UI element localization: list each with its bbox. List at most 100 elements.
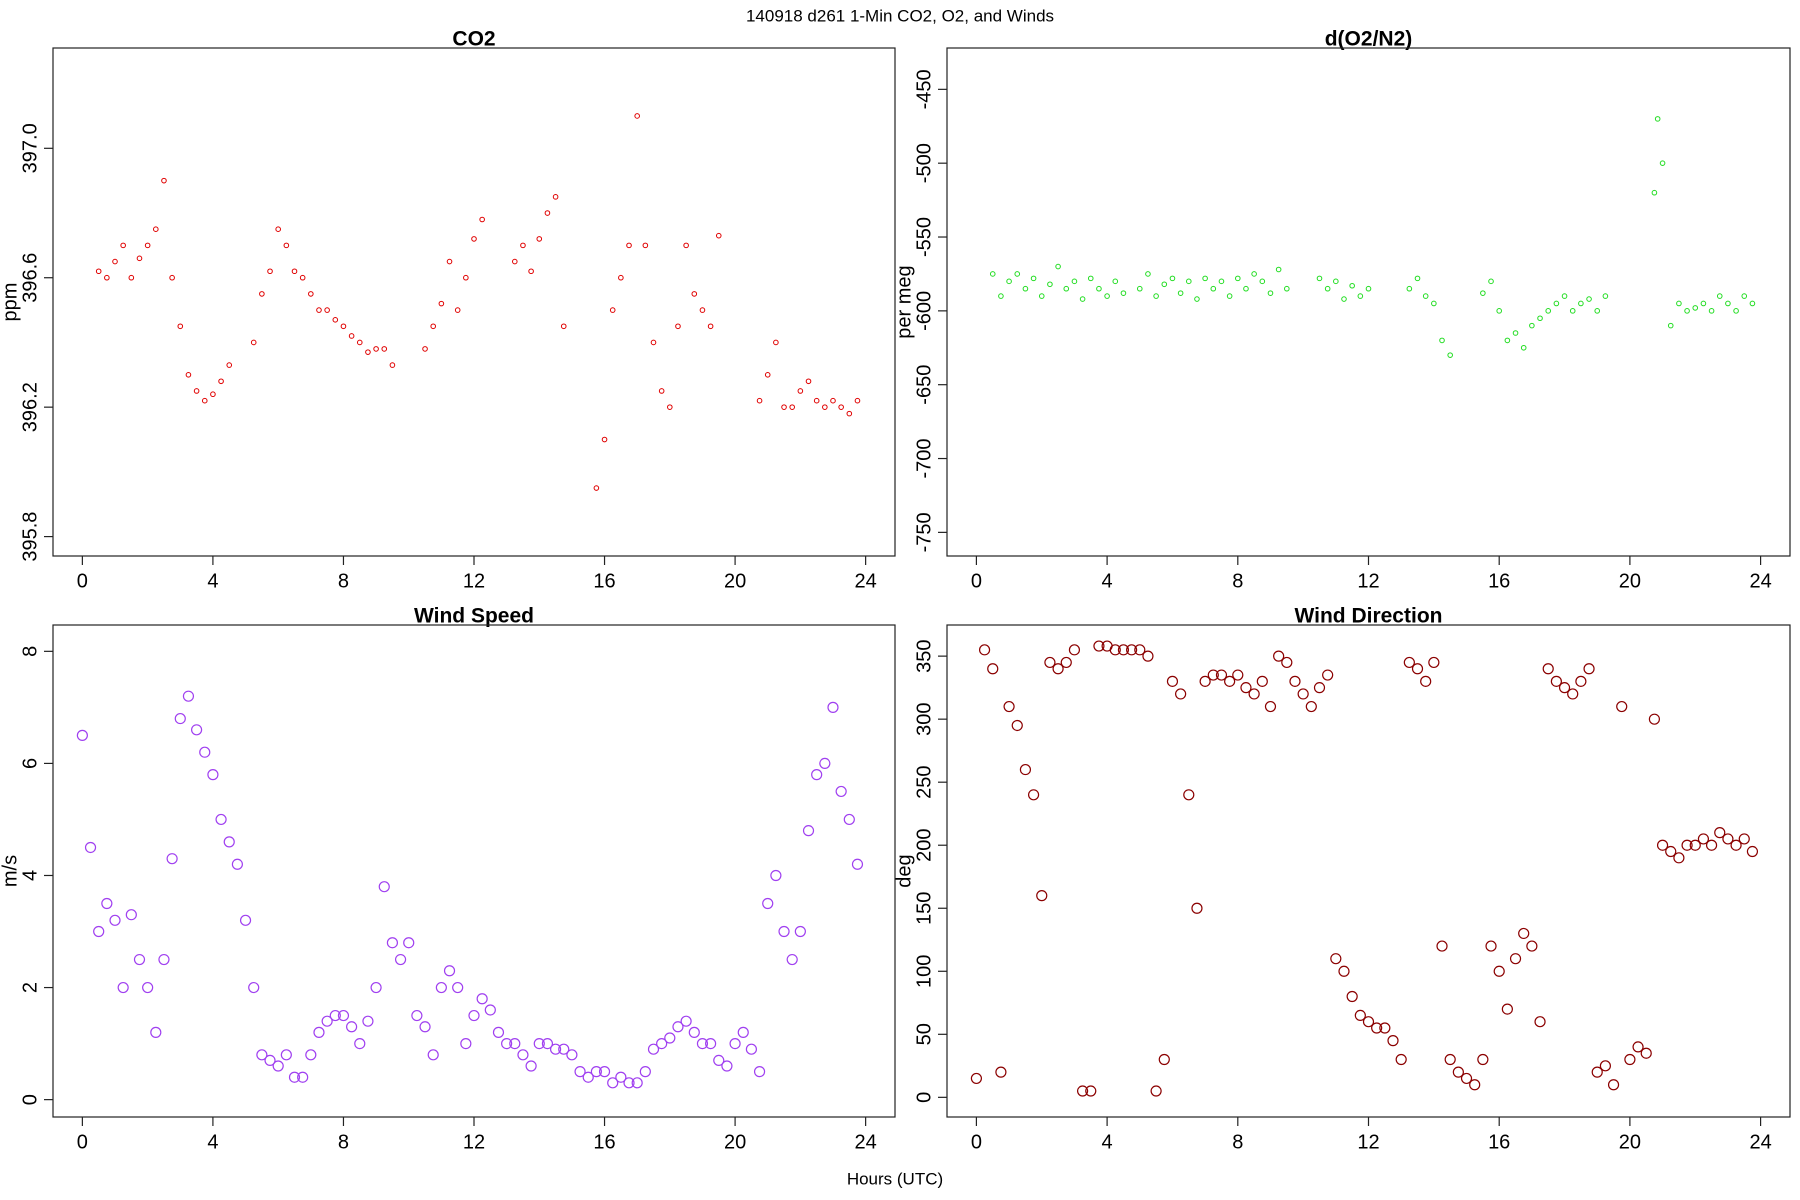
point <box>1063 285 1070 292</box>
point <box>1281 656 1293 669</box>
point <box>1665 845 1677 858</box>
panel-title: CO2 <box>452 28 495 51</box>
point <box>978 644 991 656</box>
point <box>169 274 175 281</box>
point <box>1493 965 1505 977</box>
point <box>1267 290 1274 296</box>
point <box>1395 1053 1407 1066</box>
point <box>120 242 126 249</box>
point <box>1667 322 1674 329</box>
point <box>1044 656 1056 669</box>
point <box>1477 1053 1489 1066</box>
x-tick-label: 20 <box>1619 1131 1641 1153</box>
point <box>789 404 795 410</box>
point <box>1199 675 1211 687</box>
point <box>280 1049 292 1061</box>
point <box>166 853 178 865</box>
point <box>386 937 399 949</box>
point <box>1749 300 1756 307</box>
y-tick-label: -750 <box>913 512 935 552</box>
point <box>1659 160 1666 166</box>
point <box>492 1026 505 1038</box>
point <box>427 1049 439 1061</box>
point <box>672 1021 684 1033</box>
point <box>995 1066 1007 1078</box>
point <box>528 268 534 275</box>
point <box>688 1026 700 1038</box>
point <box>324 307 330 313</box>
point <box>231 858 243 870</box>
point <box>128 274 135 281</box>
point <box>819 757 831 770</box>
point <box>715 232 722 239</box>
point <box>1354 1009 1366 1021</box>
point <box>411 1009 423 1022</box>
point <box>313 1026 325 1038</box>
point <box>838 404 844 410</box>
point <box>1357 293 1364 299</box>
point <box>1714 827 1726 839</box>
y-tick-label: 150 <box>913 892 935 925</box>
point <box>762 897 774 910</box>
x-tick-label: 4 <box>207 570 218 592</box>
point <box>370 981 382 994</box>
point <box>348 333 355 339</box>
point <box>1512 330 1519 336</box>
point <box>1142 650 1154 662</box>
point <box>272 1060 284 1072</box>
point <box>533 1037 545 1050</box>
point <box>1093 640 1105 652</box>
point <box>552 194 559 200</box>
point <box>193 388 200 394</box>
point <box>1586 296 1592 302</box>
point <box>1624 1053 1636 1066</box>
y-tick-label: -700 <box>913 439 935 479</box>
point <box>549 1043 562 1055</box>
plot-frame <box>946 624 1791 1118</box>
point <box>1447 352 1453 358</box>
point <box>1194 296 1200 302</box>
point <box>822 404 828 410</box>
point <box>93 925 105 938</box>
point <box>177 323 184 330</box>
point <box>998 293 1004 299</box>
x-tick-label: 12 <box>1357 570 1379 592</box>
points <box>989 116 1756 358</box>
point <box>109 914 121 926</box>
point <box>970 1072 983 1085</box>
panel-title: Wind Speed <box>414 605 534 628</box>
point <box>835 785 847 798</box>
point <box>634 113 640 119</box>
x-tick-label: 8 <box>338 1131 349 1153</box>
point <box>1716 293 1723 299</box>
point <box>1599 1060 1611 1072</box>
point <box>664 1032 676 1044</box>
point <box>226 362 233 368</box>
point <box>1109 644 1121 656</box>
point <box>1371 1022 1383 1034</box>
point <box>1741 293 1748 299</box>
point <box>1232 669 1244 681</box>
x-tick-label: 8 <box>338 570 349 592</box>
point <box>705 1037 717 1050</box>
point <box>288 1071 301 1083</box>
point <box>321 1015 333 1027</box>
x-tick-label: 8 <box>1232 570 1243 592</box>
point <box>737 1026 749 1038</box>
x-tick-label: 8 <box>1232 1131 1243 1153</box>
point <box>1411 663 1424 675</box>
point <box>987 663 999 675</box>
point <box>297 1071 309 1083</box>
point <box>626 242 632 249</box>
point <box>185 372 192 378</box>
y-tick-label: 8 <box>19 646 41 657</box>
point <box>794 925 806 938</box>
point <box>1145 271 1151 277</box>
point <box>250 339 257 346</box>
point <box>182 690 195 702</box>
point <box>1177 290 1184 296</box>
point <box>1594 308 1601 314</box>
point <box>764 372 771 378</box>
point <box>1632 1041 1644 1053</box>
point <box>607 1077 619 1089</box>
